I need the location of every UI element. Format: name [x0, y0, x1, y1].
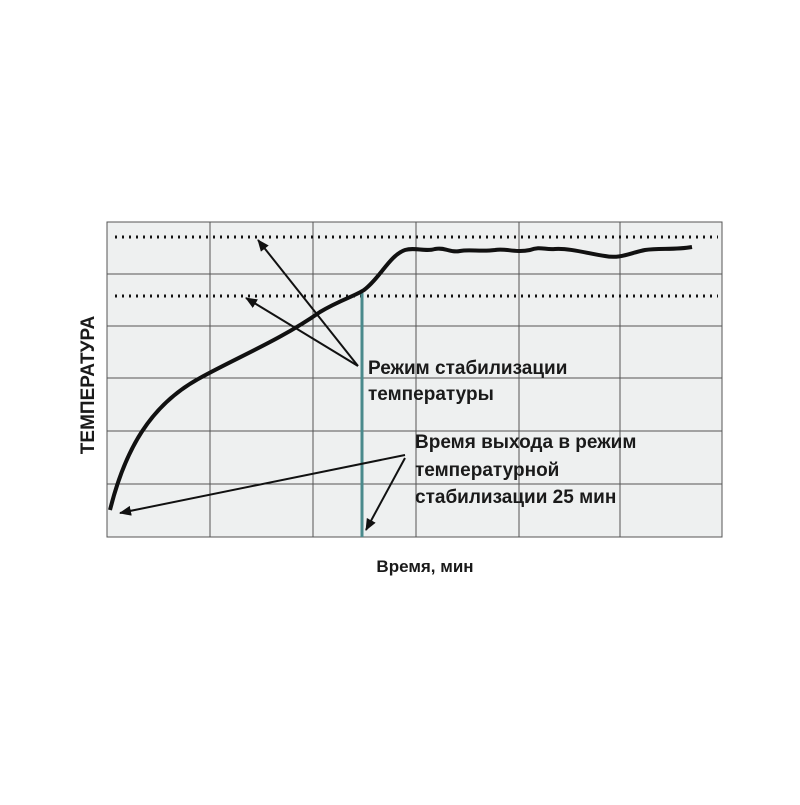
- grid: [107, 222, 722, 537]
- x-axis-label: Время, мин: [376, 557, 473, 576]
- annotation-line: Время выхода в режим: [415, 432, 636, 453]
- y-axis-label: ТЕМПЕРАТУРА: [78, 316, 99, 455]
- annotation-line: Режим стабилизации: [368, 358, 567, 379]
- annotation-line: температуры: [368, 384, 494, 405]
- arrows: [119, 239, 406, 531]
- annotation-line: стабилизации 25 мин: [415, 487, 616, 508]
- temperature-curve: [108, 245, 693, 511]
- annotation-line: температурной: [415, 460, 559, 481]
